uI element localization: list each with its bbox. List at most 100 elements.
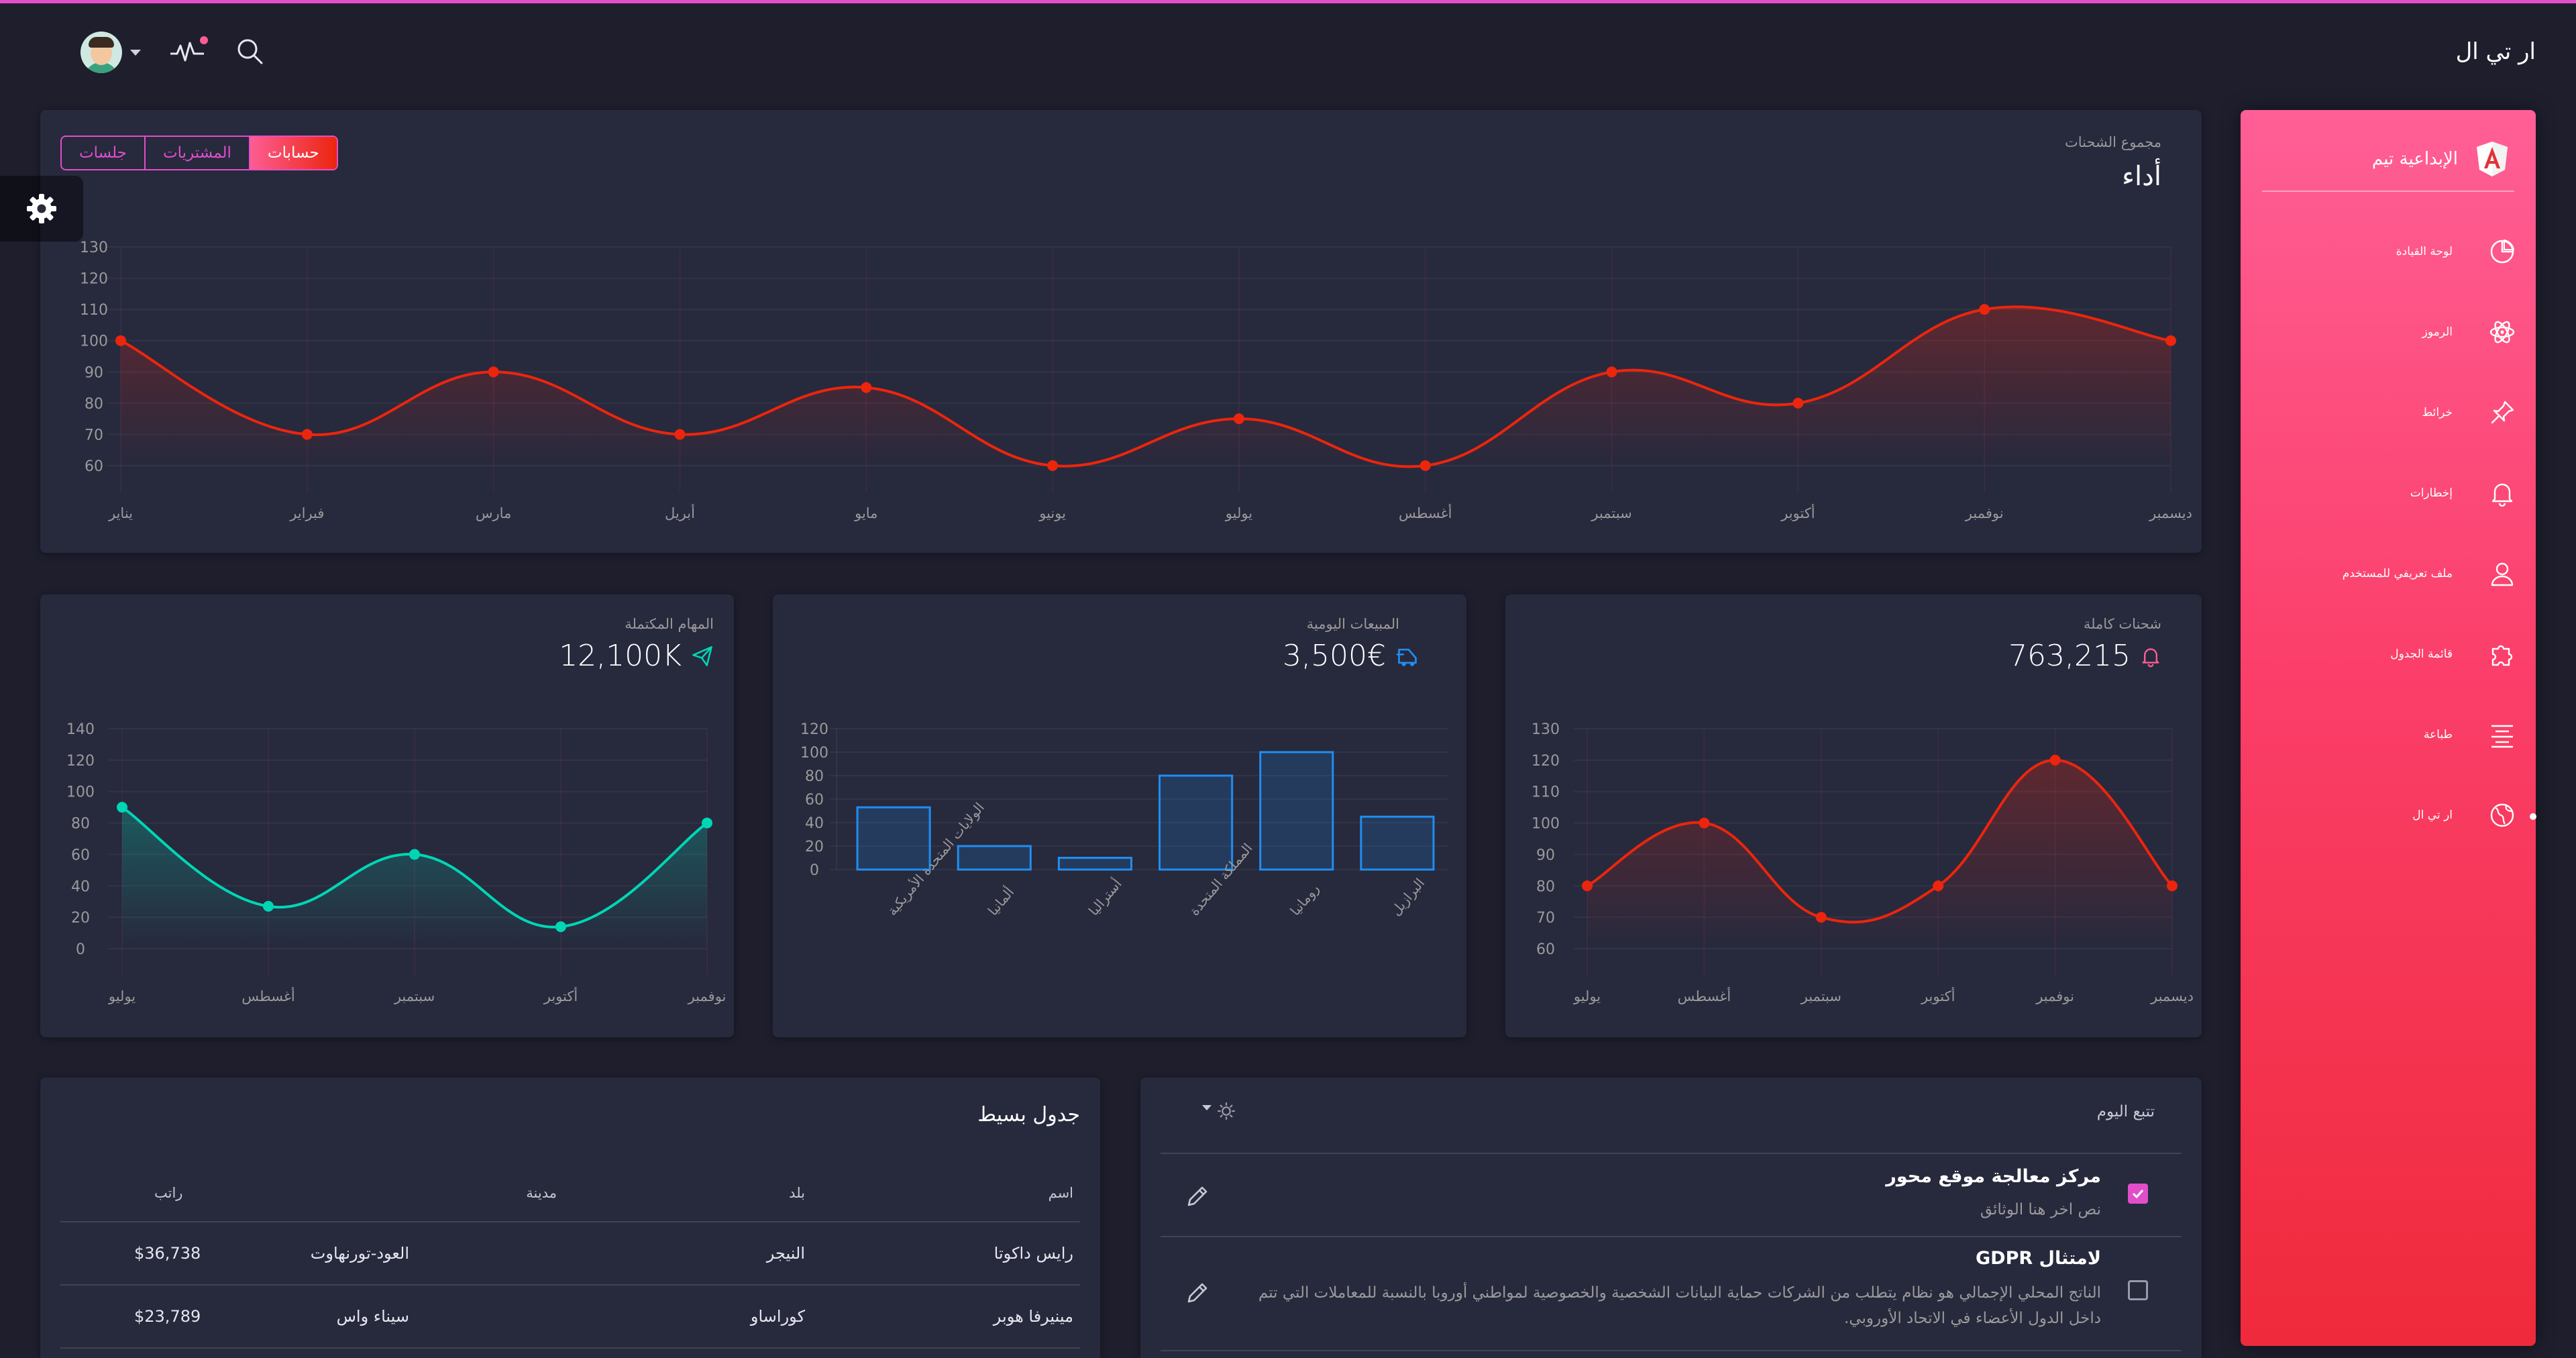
pin-icon bbox=[2491, 401, 2514, 424]
data-point[interactable] bbox=[1979, 304, 1990, 315]
y-tick-label: 40 bbox=[805, 815, 824, 832]
top-accent-line bbox=[0, 0, 2576, 3]
x-tick-label: يوليو bbox=[1573, 988, 1601, 1004]
bar[interactable] bbox=[1057, 857, 1132, 871]
sidebar-item-icons[interactable]: الرموز bbox=[2422, 309, 2516, 356]
cell-name: رايس داكوتا bbox=[994, 1244, 1073, 1263]
task-checkbox[interactable] bbox=[2128, 1184, 2148, 1204]
x-tick-label: يناير bbox=[108, 505, 133, 521]
align-center-icon bbox=[2491, 725, 2513, 748]
data-point[interactable] bbox=[674, 429, 686, 440]
pulse-icon[interactable] bbox=[169, 36, 208, 66]
y-tick-label: 100 bbox=[66, 784, 95, 801]
x-tick-label: رومانيا bbox=[1287, 881, 1322, 919]
tab-purchases[interactable]: المشتريات bbox=[144, 137, 249, 169]
series-area bbox=[121, 307, 2171, 467]
navbar-brand[interactable]: ار تي ال bbox=[2455, 38, 2536, 65]
settings-toggle[interactable] bbox=[0, 176, 83, 242]
bar[interactable] bbox=[957, 845, 1032, 871]
data-point[interactable] bbox=[1933, 880, 1944, 892]
sidebar-item-label: لوحة القيادة bbox=[2396, 245, 2453, 258]
data-point[interactable] bbox=[702, 817, 712, 829]
y-tick-label: 20 bbox=[805, 839, 824, 855]
task-text: نص اخر هنا الوثائق bbox=[1980, 1201, 2101, 1218]
performance-chart-card: مجموع الشحنات أداء حسابات المشتريات جلسا… bbox=[40, 110, 2202, 553]
notification-dot bbox=[200, 36, 208, 44]
sidebar-item-label: الرموز bbox=[2422, 325, 2453, 339]
data-point[interactable] bbox=[1792, 397, 1804, 409]
y-tick-label: 120 bbox=[80, 271, 108, 288]
y-tick-label: 130 bbox=[1532, 721, 1560, 738]
sidebar-logo[interactable]: الإبداعية تيم bbox=[2372, 129, 2509, 189]
y-tick-label: 60 bbox=[85, 458, 103, 475]
card-category: شحنات كاملة bbox=[2083, 616, 2161, 632]
data-point[interactable] bbox=[488, 366, 499, 378]
data-point[interactable] bbox=[1233, 413, 1244, 425]
card-value-row: 3,500€ bbox=[1283, 639, 1419, 673]
navbar: ار تي ال bbox=[0, 3, 2576, 97]
y-tick-label: 60 bbox=[805, 792, 824, 808]
data-point[interactable] bbox=[1419, 460, 1431, 471]
search-icon[interactable] bbox=[235, 36, 264, 68]
data-point[interactable] bbox=[1047, 460, 1059, 471]
data-point[interactable] bbox=[1815, 912, 1827, 923]
tasks-settings-dropdown[interactable] bbox=[1202, 1100, 1237, 1122]
sidebar-item-rtl[interactable]: ار تي ال bbox=[2412, 792, 2516, 839]
data-point[interactable] bbox=[555, 921, 566, 933]
data-point[interactable] bbox=[1699, 817, 1710, 829]
data-point[interactable] bbox=[115, 335, 126, 346]
sidebar-item-typography[interactable]: طباعة bbox=[2424, 711, 2516, 758]
completed-tasks-chart-card: المهام المكتملة 12,100K 0 20 40 60 80 100 120 1… bbox=[40, 594, 734, 1037]
sidebar-item-label: قائمة الجدول bbox=[2390, 647, 2453, 661]
x-tick-label: ديسمبر bbox=[2149, 505, 2192, 521]
y-tick-label: 110 bbox=[80, 302, 108, 319]
task-checkbox[interactable] bbox=[2128, 1280, 2148, 1300]
y-tick-label: 140 bbox=[66, 721, 95, 738]
data-point[interactable] bbox=[2165, 335, 2176, 346]
gear-icon bbox=[27, 194, 56, 223]
bar[interactable] bbox=[1360, 815, 1435, 871]
tab-accounts[interactable]: حسابات bbox=[248, 137, 337, 169]
sidebar-item-maps[interactable]: خرائط bbox=[2422, 389, 2516, 436]
x-tick-label: نوفمبر bbox=[1965, 505, 2004, 521]
bar[interactable] bbox=[1159, 774, 1234, 871]
chevron-down-icon[interactable] bbox=[130, 49, 141, 56]
bar[interactable] bbox=[856, 806, 931, 871]
y-tick-label: 80 bbox=[1536, 878, 1555, 895]
table-row: مينيرفا هوبر كوراساو سيناء واس $23,789 bbox=[60, 1286, 1080, 1349]
sidebar-item-label: خرائط bbox=[2422, 406, 2453, 419]
data-point[interactable] bbox=[301, 429, 313, 440]
sidebar-item-notifications[interactable]: إخطارات bbox=[2410, 470, 2516, 517]
task-divider bbox=[1161, 1350, 2182, 1353]
data-point[interactable] bbox=[117, 802, 127, 813]
data-point[interactable] bbox=[2167, 880, 2178, 892]
bar[interactable] bbox=[1259, 751, 1334, 871]
x-tick-label: نوفمبر bbox=[2035, 988, 2074, 1004]
user-avatar[interactable] bbox=[80, 32, 122, 73]
sidebar-item-dashboard[interactable]: لوحة القيادة bbox=[2396, 228, 2516, 275]
y-tick-label: 20 bbox=[71, 910, 90, 927]
y-tick-label: 70 bbox=[1536, 910, 1555, 927]
y-tick-label: 90 bbox=[85, 364, 103, 381]
atom-icon bbox=[2489, 321, 2515, 344]
card-value: 12,100K bbox=[559, 639, 682, 673]
table-row: رايس داكوتا النيجر العود-تورنهاوت $36,73… bbox=[60, 1222, 1080, 1286]
y-tick-label: 100 bbox=[1532, 816, 1560, 833]
data-point[interactable] bbox=[1582, 880, 1593, 892]
card-category: المبيعات اليومية bbox=[1306, 616, 1399, 632]
y-tick-label: 110 bbox=[1532, 784, 1560, 801]
data-point[interactable] bbox=[263, 900, 274, 912]
x-tick-label: مارس bbox=[476, 505, 511, 521]
data-point[interactable] bbox=[1606, 366, 1617, 378]
data-point[interactable] bbox=[2049, 754, 2061, 766]
x-tick-label: ألمانيا bbox=[984, 884, 1017, 919]
pencil-icon[interactable] bbox=[1183, 1184, 1210, 1213]
data-point[interactable] bbox=[409, 849, 420, 860]
sidebar-item-label: ار تي ال bbox=[2412, 808, 2453, 822]
sidebar-item-table-list[interactable]: قائمة الجدول bbox=[2390, 631, 2516, 678]
pencil-icon[interactable] bbox=[1183, 1280, 1210, 1310]
series-area bbox=[122, 807, 707, 949]
sidebar-item-user-profile[interactable]: ملف تعريفي للمستخدم bbox=[2343, 550, 2516, 597]
data-point[interactable] bbox=[861, 382, 872, 393]
tab-sessions[interactable]: جلسات bbox=[79, 144, 127, 162]
